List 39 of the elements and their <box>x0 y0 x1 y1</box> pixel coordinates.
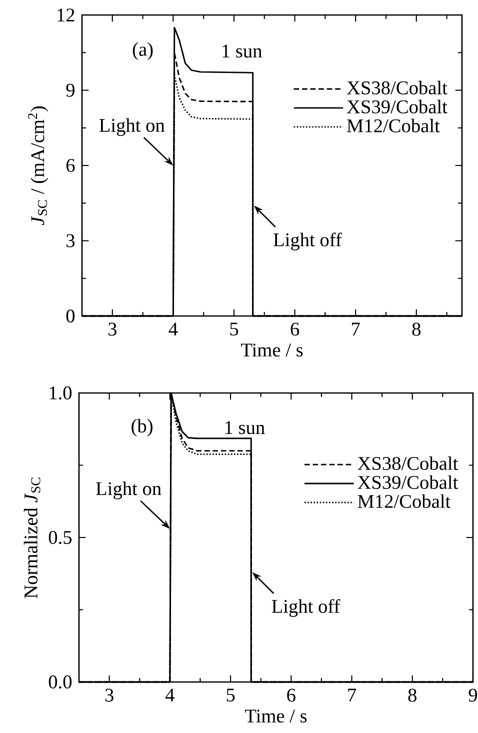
annotation: 1 sun <box>222 44 262 58</box>
x-tick-label: 5 <box>226 688 235 702</box>
legend-label: XS38/Cobalt <box>346 80 448 94</box>
y-tick-label: 0.0 <box>48 675 72 689</box>
legend-label: M12/Cobalt <box>347 118 440 132</box>
x-tick-label: 6 <box>287 688 296 702</box>
annotation: Light on <box>99 118 165 136</box>
x-tick-label: 4 <box>168 322 178 336</box>
x-tick-label: 9 <box>468 688 478 702</box>
y-axis-title: Normalized J$_{SC}$ <box>24 478 40 598</box>
y-tick-label: 0 <box>66 309 75 323</box>
annotation: (a) <box>132 42 153 60</box>
x-tick-label: 8 <box>408 688 416 702</box>
y-tick-label: 0.5 <box>48 530 72 544</box>
y-tick-label: 1.0 <box>50 386 72 400</box>
legend-label: XS39/Cobalt <box>346 100 448 114</box>
x-axis-title: Time / s <box>241 344 303 357</box>
y-tick-label: 6 <box>66 159 75 172</box>
x-tick-label: 3 <box>105 688 114 702</box>
x-axis-title: Time / s <box>245 710 307 723</box>
x-tick-label: 3 <box>108 322 116 336</box>
x-tick-label: 5 <box>230 322 238 336</box>
y-axis-title: J$_{SC}$ / (mA/cm$^{2}$) <box>28 106 48 226</box>
legend-label: M12/Cobalt <box>358 494 451 508</box>
annotation: Light off <box>272 599 340 617</box>
y-tick-label: 9 <box>66 84 75 97</box>
x-tick-label: 7 <box>352 322 360 336</box>
annotation: Light off <box>274 232 342 250</box>
annotation: Light on <box>96 482 162 500</box>
x-tick-label: 4 <box>165 688 174 702</box>
annotation: 1 sun <box>225 421 265 434</box>
annotation: (b) <box>132 418 152 436</box>
legend-label: XS38/Cobalt <box>358 456 458 470</box>
legend-label: XS39/Cobalt <box>358 475 458 489</box>
x-tick-label: 6 <box>290 322 300 336</box>
x-tick-label: 7 <box>348 688 356 702</box>
y-tick-label: 3 <box>66 234 75 248</box>
x-tick-label: 8 <box>412 322 420 336</box>
y-tick-label: 12 <box>58 8 74 22</box>
